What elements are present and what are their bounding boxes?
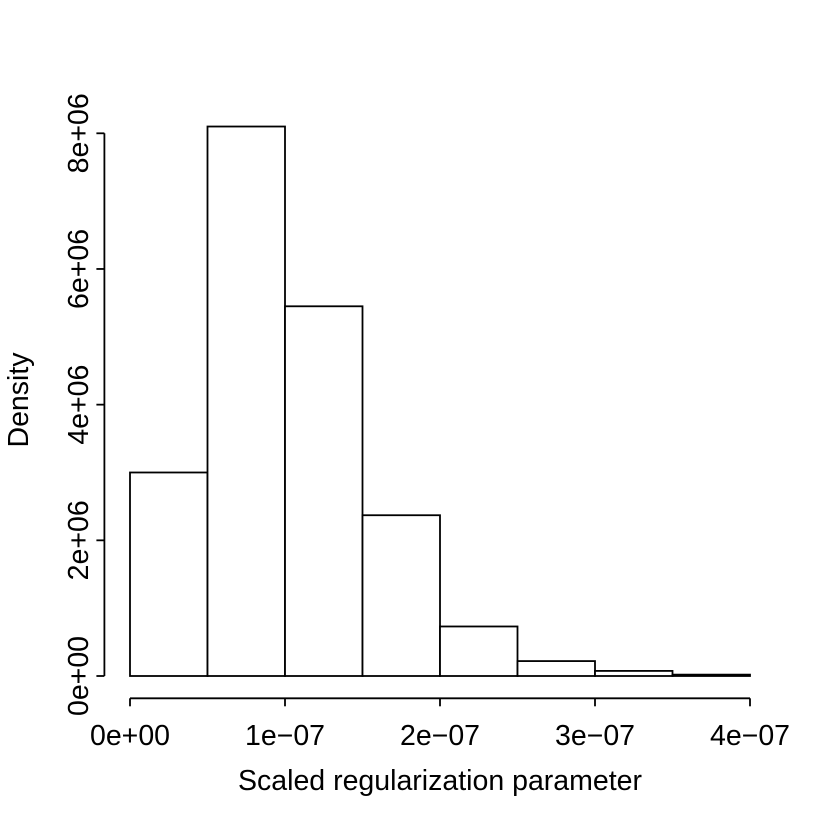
histogram-bar: [206, 125, 286, 677]
y-tick-label: 2e+06: [63, 500, 95, 580]
x-tick-label: 4e−07: [710, 720, 790, 752]
histogram-bar: [671, 673, 751, 677]
y-tick-label: 4e+06: [63, 365, 95, 445]
y-tick-label: 6e+06: [63, 229, 95, 309]
y-tick-label: 8e+06: [63, 93, 95, 173]
y-tick-label: 0e+00: [63, 636, 95, 716]
histogram-bar: [594, 670, 674, 677]
histogram-bar: [129, 471, 209, 677]
x-tick-label: 1e−07: [245, 720, 325, 752]
histogram-bar: [284, 305, 364, 677]
x-axis-title: Scaled regularization parameter: [238, 765, 642, 797]
y-axis-title: Density: [3, 352, 35, 448]
histogram-bar: [516, 660, 596, 677]
x-tick-label: 2e−07: [400, 720, 480, 752]
histogram-bar: [361, 514, 441, 677]
histogram-bar: [439, 625, 519, 677]
axes-group: 0e+00 2e+06 4e+06 6e+06 8e+06 0e+00 1e−07 2e−07…: [63, 93, 790, 752]
x-tick-label: 0e+00: [90, 720, 170, 752]
x-tick-label: 3e−07: [555, 720, 635, 752]
bars-group: [129, 125, 751, 677]
